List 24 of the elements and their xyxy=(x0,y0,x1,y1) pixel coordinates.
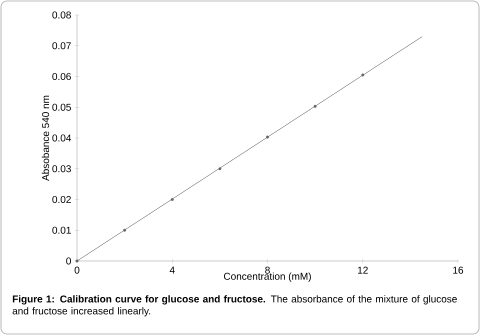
point xyxy=(218,167,222,170)
text: Figure 1: Calibration curve for glucose and fructose. The absorbance of the mixture of glucose and fructose increased linearly. xyxy=(12,295,457,316)
y-tick-label: 0.01 xyxy=(52,226,71,234)
y-tick-label: 0.04 xyxy=(52,134,72,142)
point xyxy=(266,136,269,139)
y-tick-label: 0 xyxy=(66,257,71,265)
x-tick-label: 0 xyxy=(74,266,80,274)
y-tick-label: 0.05 xyxy=(52,104,71,111)
y-tick-label: 0.08 xyxy=(52,11,71,19)
y-axis-title: Absobance 540 nm xyxy=(42,96,50,181)
x-tick-label: 8 xyxy=(265,266,270,274)
y-tick-label: 0.02 xyxy=(52,196,71,204)
point xyxy=(76,260,78,262)
x-tick-label: 12 xyxy=(358,266,368,274)
point xyxy=(170,198,174,201)
x-tick-label: 16 xyxy=(453,266,464,274)
point xyxy=(314,104,317,108)
y-tick-label: 0.07 xyxy=(52,42,71,50)
point xyxy=(123,228,126,232)
y-tick-label: 0.06 xyxy=(52,72,71,80)
x-axis-title: Concentration (mM) xyxy=(224,272,311,282)
point xyxy=(361,73,364,76)
y-tick-label: 0.03 xyxy=(52,165,71,172)
x-tick-label: 4 xyxy=(170,266,175,274)
